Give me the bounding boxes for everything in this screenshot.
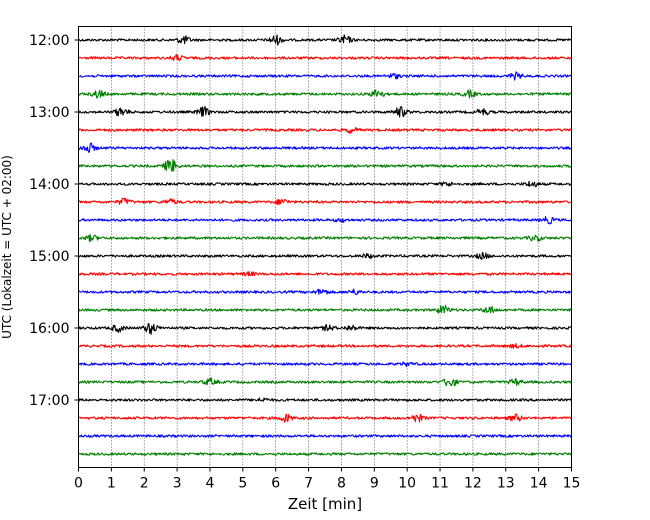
trace-1500 — [78, 251, 572, 261]
x-tick-label: 5 — [238, 476, 247, 492]
x-tick-label: 11 — [431, 476, 449, 492]
x-axis-label: Zeit [min] — [288, 495, 362, 513]
x-tick-label: 9 — [370, 476, 379, 492]
y-tick-label: 14:00 — [29, 177, 69, 193]
x-tick-label: 13 — [497, 476, 515, 492]
x-tick-label: 12 — [464, 476, 482, 492]
x-tick-label: 2 — [140, 476, 149, 492]
trace-1745 — [78, 452, 573, 456]
trace-1530 — [78, 288, 572, 296]
y-tick-label: 17:00 — [29, 393, 69, 409]
trace-1445 — [78, 233, 572, 243]
trace-1600 — [78, 323, 572, 335]
trace-1630 — [78, 361, 573, 368]
x-tick-label: 3 — [173, 476, 182, 492]
y-tick-label: 15:00 — [29, 249, 69, 265]
y-tick-label: 13:00 — [29, 105, 69, 121]
y-tick-label: 12:00 — [29, 33, 69, 49]
x-tick-label: 14 — [530, 476, 548, 492]
trace-1200 — [78, 34, 572, 46]
x-tick-label: 6 — [271, 476, 280, 492]
trace-1700 — [78, 397, 573, 402]
trace-1230 — [78, 71, 572, 81]
traces — [77, 34, 573, 456]
trace-1345 — [77, 159, 572, 172]
x-tick-label: 15 — [563, 476, 581, 492]
trace-1715 — [78, 413, 572, 423]
trace-1730 — [78, 434, 573, 438]
x-tick-label: 8 — [337, 476, 346, 492]
x-tick-label: 1 — [107, 476, 116, 492]
trace-1645 — [77, 377, 572, 387]
y-axis-ticks: 12:00 13:00 14:00 15:00 16:00 17:00 — [29, 33, 79, 409]
y-axis-label: UTC (Lokalzeit = UTC + 02:00) — [0, 155, 14, 339]
x-tick-label: 10 — [398, 476, 416, 492]
x-tick-label: 7 — [304, 476, 313, 492]
trace-1300 — [78, 106, 573, 118]
x-tick-label: 0 — [74, 476, 83, 492]
trace-1515 — [77, 270, 572, 277]
trace-1330 — [77, 142, 572, 153]
trace-1245 — [77, 89, 572, 99]
trace-1215 — [78, 54, 572, 62]
x-tick-label: 4 — [206, 476, 215, 492]
trace-1400 — [78, 180, 572, 188]
x-axis-ticks: 0 1 2 3 4 5 6 7 8 9 10 11 12 13 14 15 — [74, 467, 581, 492]
plot-frame — [78, 26, 572, 468]
trace-1545 — [77, 304, 573, 314]
trace-1615 — [78, 342, 572, 349]
y-tick-label: 16:00 — [29, 321, 69, 337]
trace-1315 — [78, 126, 572, 134]
trace-1430 — [78, 216, 573, 225]
trace-1415 — [78, 197, 572, 206]
